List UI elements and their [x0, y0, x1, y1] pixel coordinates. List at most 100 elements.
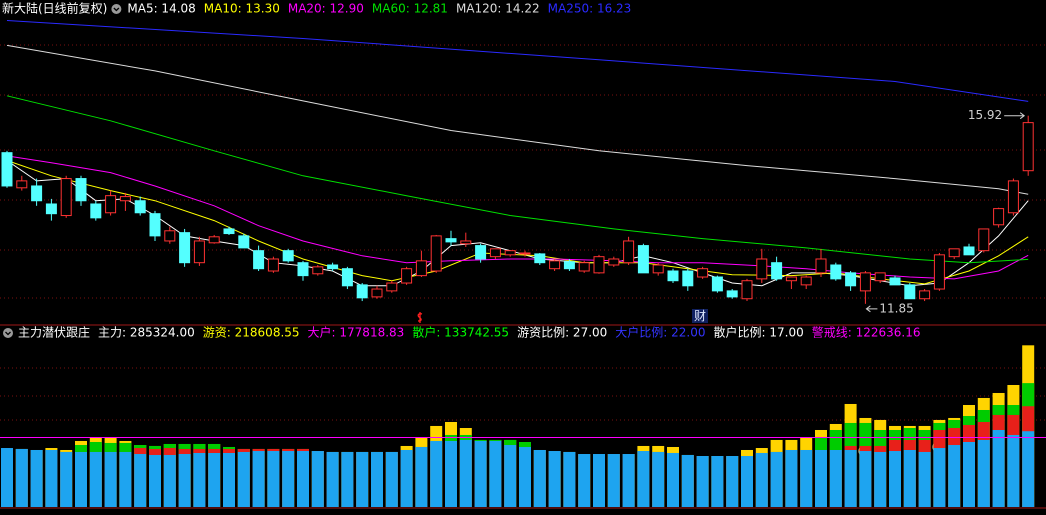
bar	[119, 451, 132, 507]
panel-title: 主力潜伏跟庄	[18, 325, 90, 340]
bar	[548, 451, 561, 507]
candle-body	[149, 213, 161, 237]
candle-body	[608, 258, 620, 266]
bar	[563, 451, 576, 507]
stat-label: 大户比例: 22.00	[615, 325, 705, 340]
bar	[30, 449, 43, 507]
candle-body	[327, 264, 339, 270]
menu-icon[interactable]	[111, 4, 122, 14]
stat-label: 游资比例: 27.00	[517, 326, 607, 340]
candle-body	[874, 272, 886, 282]
candle-body	[415, 260, 427, 277]
legend-label: 游资: 218608.55	[203, 326, 300, 340]
bar	[667, 452, 679, 507]
candle-body	[1007, 180, 1019, 214]
bar	[829, 449, 842, 507]
menu-icon-chevron	[113, 7, 120, 12]
low-annotation: 11.85	[879, 301, 913, 315]
bar	[992, 429, 1005, 507]
bar	[282, 451, 295, 507]
bar	[104, 451, 117, 507]
dividend-icon	[417, 312, 423, 323]
candle-body	[504, 250, 516, 256]
stat-label: 散户比例: 17.00	[714, 325, 804, 340]
candle-body	[208, 236, 220, 244]
ma-line	[6, 44, 1029, 195]
legend-label: MA5: 14.08	[127, 2, 195, 16]
candle-body	[267, 258, 279, 272]
legend-label: MA60: 12.81	[372, 2, 448, 16]
candle-body	[1022, 122, 1034, 172]
bar	[474, 440, 487, 507]
candle-body	[697, 268, 709, 278]
bar	[903, 449, 916, 507]
candle-body	[31, 185, 43, 202]
bar	[223, 452, 235, 507]
annotation-arrow	[865, 305, 878, 313]
candle-body	[785, 276, 797, 282]
candle-body	[341, 268, 353, 287]
bar	[977, 439, 990, 507]
candle-body	[652, 264, 664, 274]
legend-label: MA10: 13.30	[204, 2, 280, 16]
bar	[948, 445, 961, 507]
bar	[415, 446, 428, 507]
bar	[785, 449, 798, 507]
candle-body	[179, 232, 191, 264]
candle-body	[1, 152, 13, 187]
bar	[741, 456, 753, 507]
bar	[400, 449, 413, 507]
bar	[489, 440, 502, 507]
bar	[385, 451, 398, 507]
bar	[134, 454, 147, 507]
candle-body	[401, 268, 413, 284]
bar	[371, 451, 383, 507]
bar	[445, 440, 457, 507]
bar	[770, 451, 783, 507]
ma-line	[6, 20, 1029, 102]
legend-label: MA20: 12.90	[288, 2, 364, 16]
bar	[60, 451, 73, 507]
candle-body	[238, 235, 250, 249]
candle-body	[534, 253, 546, 264]
bar	[755, 452, 768, 507]
bar	[267, 451, 280, 507]
candle-body	[282, 250, 294, 262]
candle-body	[593, 256, 605, 274]
bar	[578, 454, 591, 507]
event-label: 财	[694, 309, 706, 323]
bar	[193, 452, 206, 507]
bar	[459, 439, 472, 507]
bar	[311, 451, 324, 507]
candle-body	[549, 260, 561, 270]
legend-label: 主力: 285324.00	[98, 326, 195, 340]
event-box	[692, 309, 708, 323]
bar	[963, 442, 975, 507]
bar	[252, 451, 265, 507]
candle-body	[578, 262, 590, 272]
candle-body	[475, 245, 487, 260]
bar	[593, 454, 605, 507]
bar	[1007, 434, 1020, 507]
candle-body	[489, 248, 501, 258]
candle-body	[16, 180, 28, 189]
candle-body	[637, 245, 649, 274]
bar	[815, 449, 827, 507]
bar	[519, 446, 531, 507]
candle-body	[933, 254, 945, 290]
candle-body	[134, 200, 146, 214]
bar	[45, 449, 58, 507]
bar	[297, 451, 309, 507]
candle-body	[563, 261, 575, 270]
candle-body	[445, 238, 457, 243]
candle-body	[978, 228, 990, 252]
bar	[430, 440, 443, 507]
bar	[1022, 431, 1035, 507]
candle-body	[164, 230, 176, 242]
candle-body	[90, 203, 102, 219]
bar	[874, 451, 887, 507]
panel-menu-icon[interactable]	[3, 328, 13, 338]
bar	[75, 451, 87, 507]
